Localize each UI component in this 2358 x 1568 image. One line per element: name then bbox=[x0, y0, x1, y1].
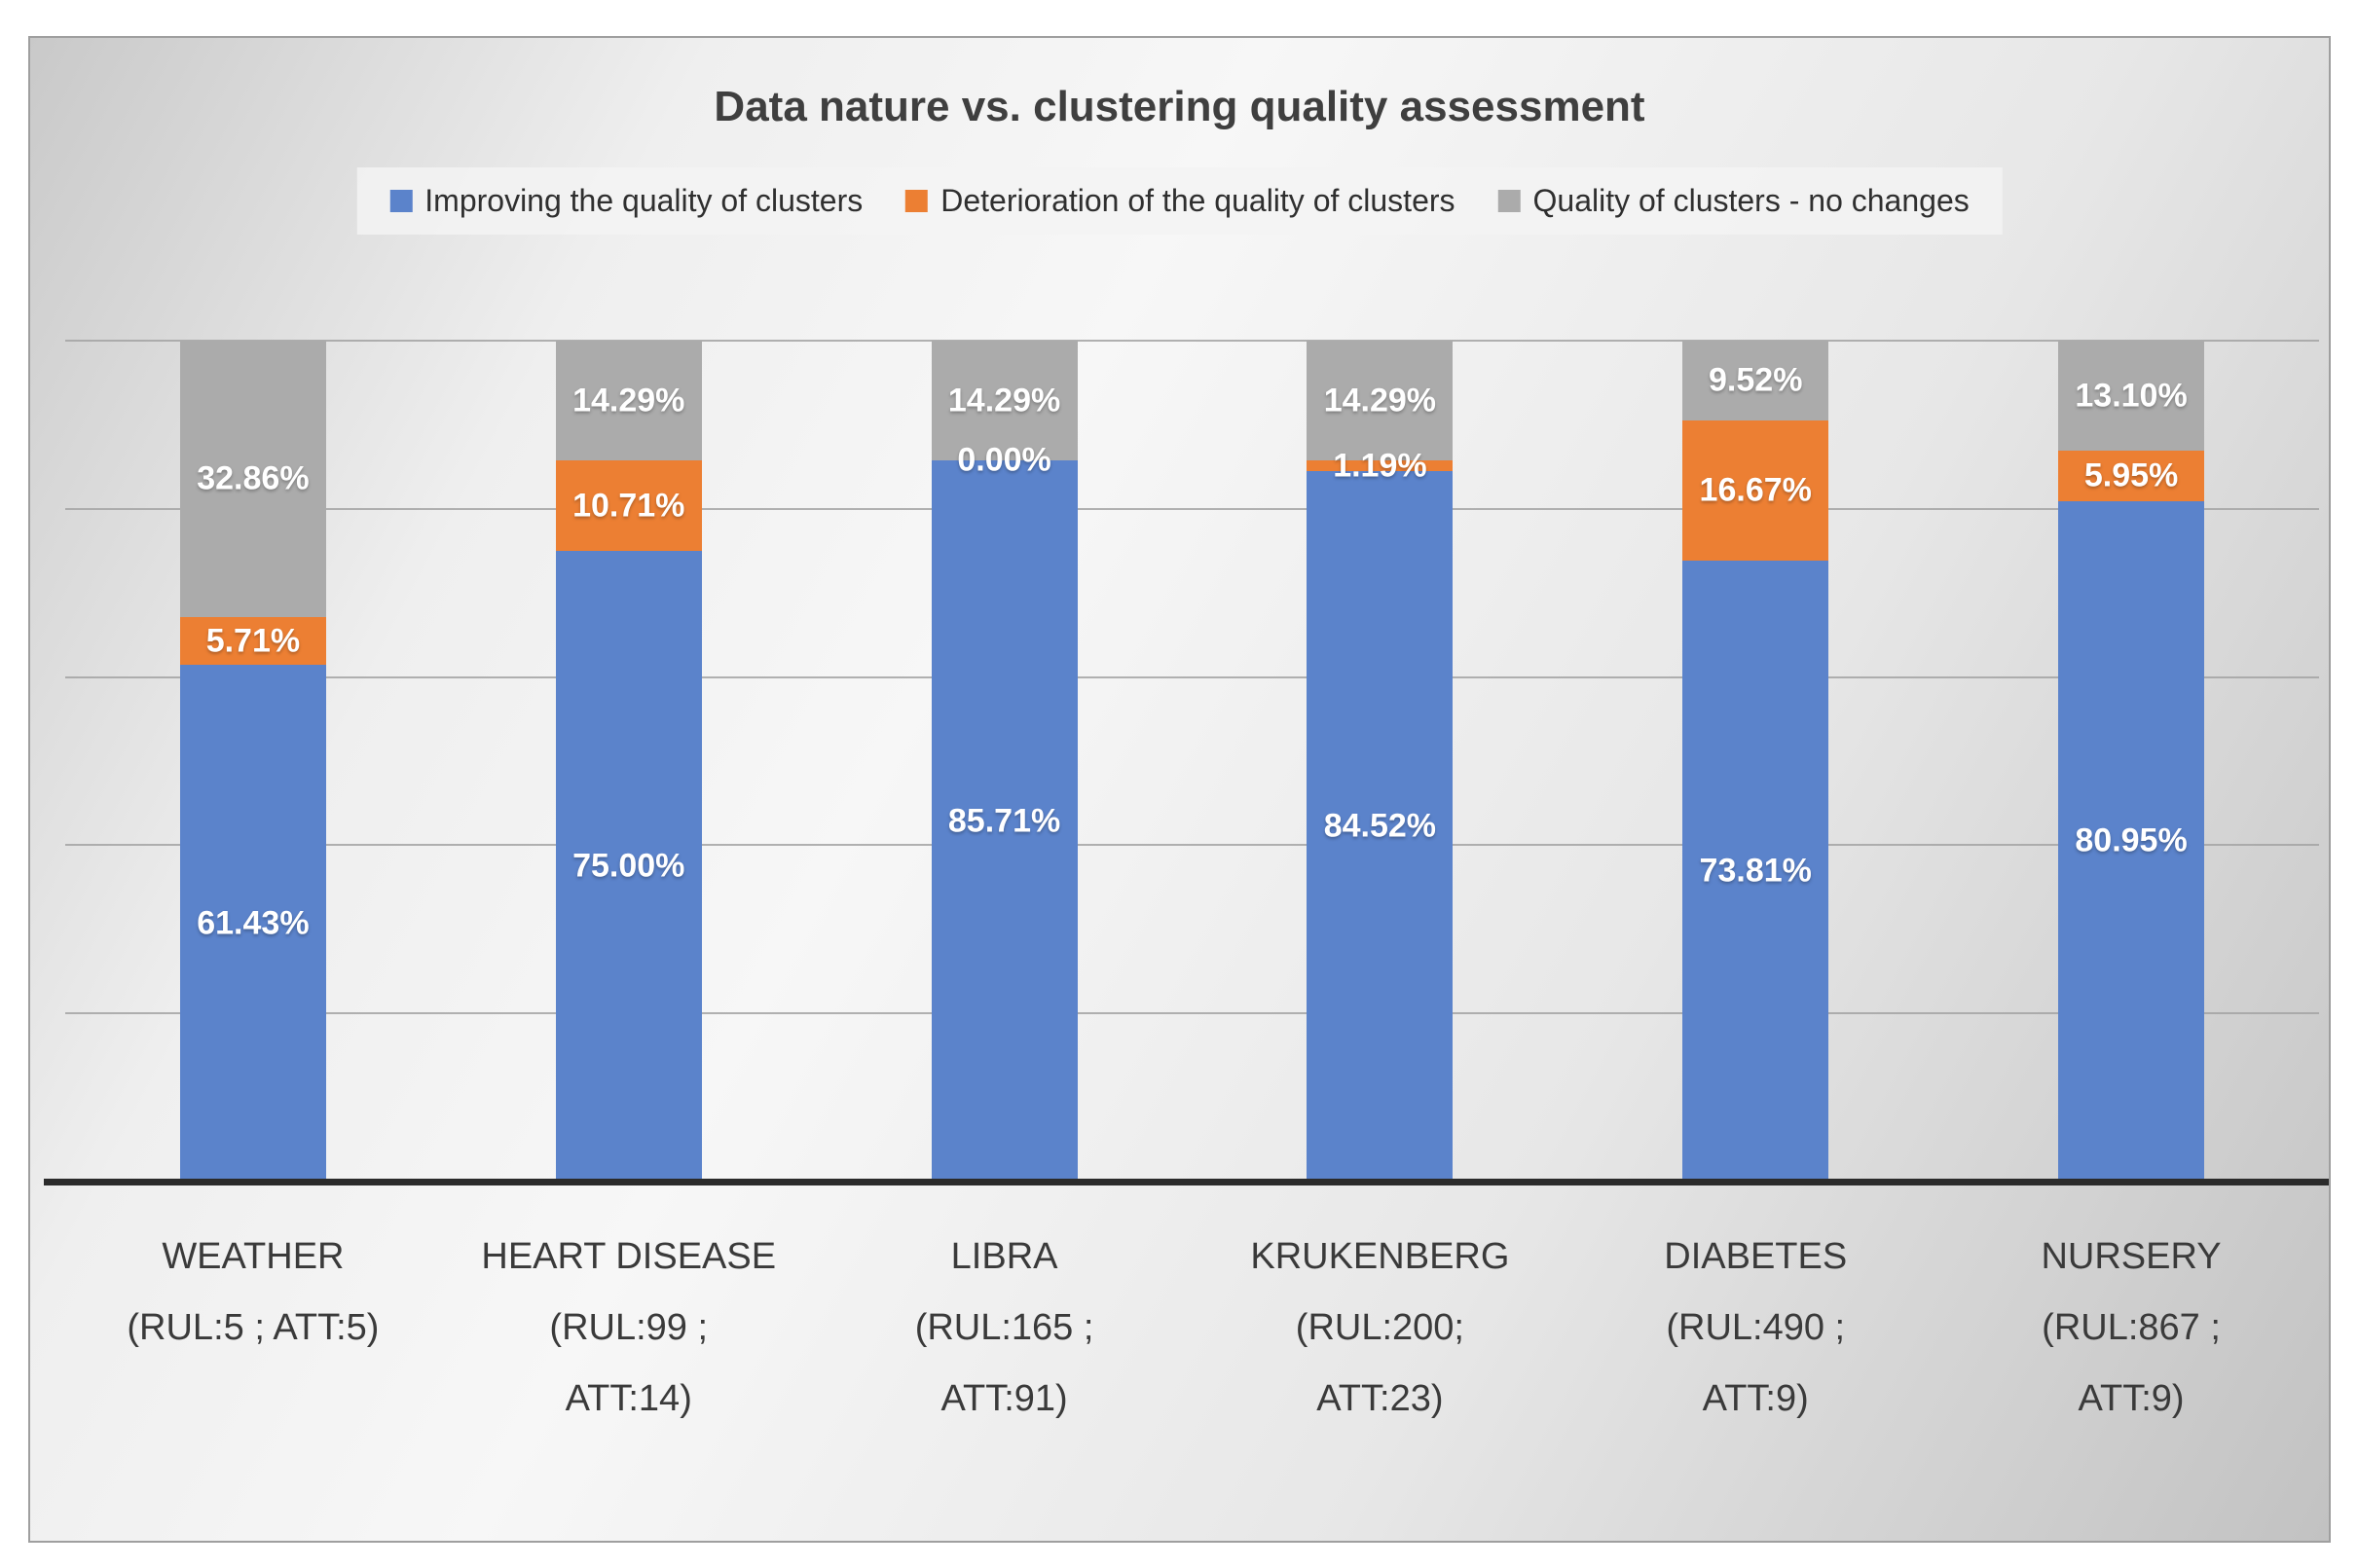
category-label-nursery: NURSERY (RUL:867 ; ATT:9) bbox=[1943, 1222, 2319, 1435]
bar-value-label-no-change: 13.10% bbox=[2075, 377, 2188, 415]
category-label-diabetes: DIABETES (RUL:490 ; ATT:9) bbox=[1567, 1222, 1943, 1435]
bar-segment-improving: 75.00% bbox=[555, 551, 702, 1182]
bar-nursery: 80.95% 5.95% 13.10% bbox=[2058, 341, 2205, 1182]
bar-segment-deterioration: 5.71% bbox=[179, 616, 326, 666]
bar-segment-deterioration: 10.71% bbox=[555, 460, 702, 551]
category-label-line: KRUKENBERG bbox=[1250, 1236, 1510, 1277]
category-label-line: WEATHER bbox=[162, 1236, 345, 1277]
bar-value-label-improving: 84.52% bbox=[1323, 807, 1437, 845]
bar-slot-2: 75.00% 10.71% 14.29% bbox=[441, 341, 817, 1182]
bar-value-label-deterioration: 0.00% bbox=[957, 441, 1051, 479]
category-label-libra: LIBRA (RUL:165 ; ATT:91) bbox=[817, 1222, 1193, 1435]
bar-libra: 85.71% 0.00% 14.29% bbox=[931, 341, 1078, 1182]
category-label-line: (RUL:490 ; bbox=[1666, 1307, 1846, 1348]
bar-value-label-deterioration: 10.71% bbox=[572, 487, 685, 525]
legend-item-deterioration: Deterioration of the quality of clusters bbox=[905, 183, 1455, 219]
bar-value-label-deterioration: 5.71% bbox=[205, 622, 301, 660]
bar-segment-no-change: 14.29% bbox=[931, 341, 1078, 461]
category-label-line: (RUL:5 ; ATT:5) bbox=[127, 1307, 380, 1348]
category-label-line: DIABETES bbox=[1664, 1236, 1848, 1277]
bar-value-label-improving: 73.81% bbox=[1699, 852, 1812, 890]
gridline-60 bbox=[65, 675, 2319, 678]
bar-segment-deterioration: 5.95% bbox=[2058, 451, 2205, 501]
category-label-line: ATT:91) bbox=[940, 1378, 1068, 1419]
bar-diabetes: 73.81% 16.67% 9.52% bbox=[1682, 341, 1829, 1182]
category-label-line: NURSERY bbox=[2041, 1236, 2222, 1277]
category-label-line: LIBRA bbox=[950, 1236, 1058, 1277]
bar-segment-deterioration: 16.67% bbox=[1682, 420, 1829, 562]
bar-segment-improving: 73.81% bbox=[1682, 561, 1829, 1182]
bar-krukenberg: 84.52% 1.19% 14.29% bbox=[1307, 341, 1454, 1182]
gridline-100 bbox=[65, 340, 2319, 342]
category-label-krukenberg: KRUKENBERG (RUL:200; ATT:23) bbox=[1192, 1222, 1567, 1435]
bar-heart-disease: 75.00% 10.71% 14.29% bbox=[555, 341, 702, 1182]
legend-swatch-icon-improving bbox=[389, 190, 413, 212]
bar-slot-4: 84.52% 1.19% 14.29% bbox=[1192, 341, 1567, 1182]
bar-value-label-no-change: 32.86% bbox=[197, 459, 310, 497]
bar-value-label-no-change: 14.29% bbox=[572, 382, 685, 419]
bar-value-label-improving: 61.43% bbox=[197, 904, 310, 942]
category-label-line: ATT:9) bbox=[2078, 1378, 2185, 1419]
category-label-line: ATT:9) bbox=[1702, 1378, 1809, 1419]
category-label-weather: WEATHER (RUL:5 ; ATT:5) bbox=[65, 1222, 441, 1435]
bar-segment-improving: 61.43% bbox=[179, 665, 326, 1182]
x-axis-labels: WEATHER (RUL:5 ; ATT:5) HEART DISEASE (RUL:… bbox=[65, 1222, 2319, 1435]
legend-item-label-improving: Improving the quality of clusters bbox=[424, 183, 864, 218]
category-label-line: ATT:23) bbox=[1316, 1378, 1444, 1419]
bar-segment-deterioration: 1.19% bbox=[1307, 447, 1454, 484]
chart-title: Data nature vs. clustering quality asses… bbox=[714, 83, 1645, 130]
gridline-40 bbox=[65, 844, 2319, 847]
bar-value-label-improving: 80.95% bbox=[2075, 821, 2188, 859]
category-label-line: ATT:14) bbox=[565, 1378, 692, 1419]
bar-slot-3: 85.71% 0.00% 14.29% bbox=[817, 341, 1193, 1182]
category-label-line: (RUL:165 ; bbox=[914, 1307, 1094, 1348]
bar-weather: 61.43% 5.71% 32.86% bbox=[179, 341, 326, 1182]
chart-frame: Data nature vs. clustering quality asses… bbox=[28, 36, 2331, 1543]
legend-item-improving: Improving the quality of clusters bbox=[389, 183, 863, 219]
bar-segment-improving: 80.95% bbox=[2058, 500, 2205, 1182]
gridline-20 bbox=[65, 1012, 2319, 1015]
bar-value-label-improving: 75.00% bbox=[572, 847, 685, 885]
legend-item-label-no-change: Quality of clusters - no changes bbox=[1532, 183, 1970, 218]
legend-item-label-deterioration: Deterioration of the quality of clusters bbox=[940, 183, 1455, 218]
plot-area: 61.43% 5.71% 32.86% 75.00% 10.71% 14.29% 85.71… bbox=[44, 340, 2329, 1185]
bar-value-label-deterioration: 1.19% bbox=[1333, 447, 1427, 485]
bar-value-label-improving: 85.71% bbox=[947, 802, 1061, 840]
bar-segment-no-change: 9.52% bbox=[1682, 341, 1829, 421]
bar-value-label-deterioration: 16.67% bbox=[1699, 471, 1812, 509]
legend-swatch-icon-deterioration bbox=[905, 190, 929, 212]
bar-slot-5: 73.81% 16.67% 9.52% bbox=[1567, 341, 1943, 1182]
bar-value-label-no-change: 9.52% bbox=[1709, 361, 1803, 399]
bar-value-label-deterioration: 5.95% bbox=[2083, 456, 2179, 494]
bar-value-label-no-change: 14.29% bbox=[1323, 382, 1437, 419]
gridline-80 bbox=[65, 507, 2319, 510]
category-label-line: HEART DISEASE bbox=[481, 1236, 777, 1277]
bar-segment-improving: 85.71% bbox=[931, 460, 1078, 1182]
category-label-line: (RUL:99 ; bbox=[549, 1307, 709, 1348]
bar-segment-no-change: 32.86% bbox=[179, 341, 326, 617]
x-axis-line bbox=[44, 1179, 2329, 1185]
bar-segment-improving: 84.52% bbox=[1307, 470, 1454, 1182]
bar-slot-6: 80.95% 5.95% 13.10% bbox=[1943, 341, 2319, 1182]
legend: Improving the quality of clusters Deterio… bbox=[356, 167, 2003, 235]
legend-item-no-change: Quality of clusters - no changes bbox=[1497, 183, 1970, 219]
category-label-line: (RUL:867 ; bbox=[2042, 1307, 2221, 1348]
category-label-line: (RUL:200; bbox=[1295, 1307, 1464, 1348]
bar-segment-no-change: 13.10% bbox=[2058, 341, 2205, 452]
bar-segment-no-change: 14.29% bbox=[1307, 341, 1454, 461]
bars: 61.43% 5.71% 32.86% 75.00% 10.71% 14.29% 85.71… bbox=[65, 341, 2319, 1182]
legend-swatch-icon-no-change bbox=[1497, 190, 1521, 212]
bar-segment-no-change: 14.29% bbox=[555, 341, 702, 461]
bar-value-label-no-change: 14.29% bbox=[947, 382, 1061, 419]
bar-slot-1: 61.43% 5.71% 32.86% bbox=[65, 341, 441, 1182]
category-label-heart-disease: HEART DISEASE (RUL:99 ; ATT:14) bbox=[441, 1222, 817, 1435]
